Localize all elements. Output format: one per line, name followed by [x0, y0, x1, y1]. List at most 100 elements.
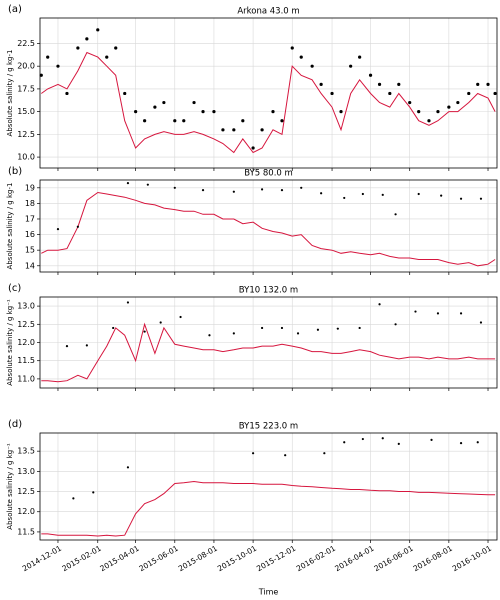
observation-dot [96, 28, 100, 32]
y-tick-label: 13.0 [17, 467, 35, 476]
observation-dot [284, 454, 287, 457]
observation-dot [46, 55, 50, 59]
observation-dot [112, 326, 115, 330]
observation-dot [467, 91, 471, 96]
x-axis-label: Time [258, 588, 279, 597]
observation-dot [361, 192, 364, 196]
y-tick-label: 11.5 [17, 527, 35, 536]
y-tick-label: 18 [25, 199, 35, 208]
salinity-line [41, 51, 496, 154]
observation-dot [76, 225, 79, 228]
observation-dot [159, 321, 162, 324]
observation-dot [319, 82, 323, 86]
observation-dot [336, 327, 339, 330]
observation-dot [381, 193, 384, 196]
salinity-line [41, 191, 496, 267]
observation-dot [339, 110, 343, 114]
observation-dot [299, 55, 303, 59]
observation-dot [182, 119, 186, 123]
observation-dot [251, 452, 255, 455]
observation-dot [208, 334, 211, 337]
observation-dot [212, 110, 216, 114]
observation-dot [221, 128, 225, 132]
panel-label: (b) [8, 166, 22, 177]
panel-title: Arkona 43.0 m [237, 7, 299, 17]
observation-dot [486, 82, 490, 86]
y-tick-label: 13.5 [17, 447, 35, 456]
observation-dot [192, 100, 196, 105]
observation-dot [414, 310, 417, 313]
observation-dot [179, 315, 182, 319]
observation-dot [447, 105, 451, 109]
observation-dot [260, 326, 264, 330]
x-tick-label: 2016-04-01 [333, 544, 375, 574]
observation-dot [162, 100, 166, 105]
x-tick-label: 2015-12-01 [255, 544, 297, 574]
observation-dot [430, 438, 433, 441]
y-tick-label: 17.5 [17, 84, 35, 93]
observation-dot [280, 189, 284, 192]
panel-label: (c) [8, 283, 21, 294]
observation-dot [153, 105, 157, 109]
observation-dot [378, 303, 381, 306]
panel-title: BY15 223.0 m [239, 422, 298, 432]
panel-title: BY5 80.0 m [244, 169, 293, 179]
y-tick-label: 17 [25, 214, 35, 223]
observation-dot [146, 183, 149, 186]
salinity-line [41, 480, 496, 537]
observation-dot [134, 110, 138, 114]
observation-dot [459, 312, 463, 315]
observation-dot [85, 37, 89, 41]
observation-dot [173, 186, 176, 189]
observation-dot [232, 332, 235, 335]
y-tick-label: 19 [25, 183, 35, 192]
observation-dot [65, 91, 69, 96]
observation-dot [173, 119, 177, 123]
x-tick-label: 2016-02-01 [295, 544, 337, 574]
panel-title: BY10 132.0 m [239, 286, 298, 296]
observation-dot [358, 326, 361, 330]
observation-dot [56, 64, 60, 68]
y-tick-label: 22.5 [17, 39, 35, 48]
y-axis-label: Absolute salinity / g kg-1 [6, 50, 14, 137]
observation-dot [241, 119, 245, 123]
observation-dot [320, 192, 323, 195]
observation-dot [343, 441, 346, 444]
observation-dot [201, 110, 205, 114]
panel: (a) Arkona 43.0 m Absolute salinity / g kg… [6, 4, 498, 171]
observation-dot [310, 64, 314, 68]
observation-dot [126, 182, 130, 185]
y-axis-label: Absolute salinity / g kg-1 [6, 183, 14, 270]
observation-dot [201, 189, 205, 192]
observation-dot [232, 190, 235, 193]
x-tick-label: 2016-08-01 [412, 544, 454, 574]
plot-frame [39, 296, 498, 389]
observation-dot [343, 196, 346, 200]
y-tick-label: 12.0 [17, 507, 35, 516]
y-tick-label: 16 [25, 230, 35, 239]
observation-dot [476, 441, 479, 444]
observation-dot [65, 345, 69, 348]
observation-dot [280, 326, 284, 330]
observation-dot [316, 328, 320, 331]
observation-dot [260, 188, 264, 191]
observation-dot [105, 55, 109, 59]
observation-dot [381, 437, 384, 440]
observation-dot [394, 323, 397, 326]
observation-dot [417, 192, 420, 196]
y-tick-label: 13.0 [17, 302, 35, 311]
observation-dot [76, 46, 80, 50]
x-tick-label: 2015-02-01 [61, 544, 103, 574]
x-tick-label: 2015-06-01 [138, 544, 180, 574]
observation-dot [456, 100, 460, 105]
y-tick-label: 12.0 [17, 338, 35, 347]
observation-dot [459, 441, 463, 445]
observation-dot [72, 497, 75, 500]
y-tick-label: 14 [25, 261, 35, 270]
observation-dot [397, 82, 401, 86]
observation-dot [114, 46, 118, 50]
observation-dot [126, 301, 130, 304]
x-tick-label: 2016-10-01 [451, 544, 493, 574]
plot-frame [39, 179, 498, 273]
panel: (d) BY15 223.0 m Absolute salinity / g kg⁻… [6, 419, 498, 597]
